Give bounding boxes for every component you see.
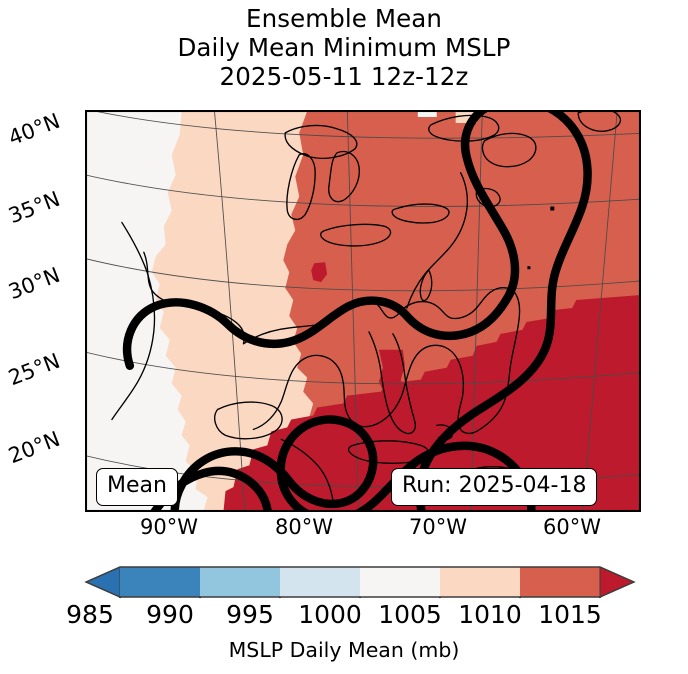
lon-tick-90W: 90°W	[140, 515, 198, 539]
coastline-east-seaboard	[406, 172, 469, 309]
lake-huron	[328, 150, 360, 203]
lat-tick-35N: 35°N	[5, 186, 64, 229]
parallel-25N	[86, 351, 640, 385]
meridian-90W	[213, 111, 246, 511]
colorbar-band-995-1000	[280, 567, 360, 597]
lon-tick-80W: 80°W	[275, 515, 333, 539]
region-patch-white-north	[417, 111, 437, 117]
colorbar-band-1000-1005	[360, 567, 440, 597]
colorbar-title: MSLP Daily Mean (mb)	[228, 638, 460, 662]
region-over-1015-florida	[378, 349, 405, 432]
coastline-yucatan	[214, 401, 283, 440]
colorbar-tick-995: 995	[226, 600, 274, 629]
colorbar-tick-1005: 1005	[378, 600, 442, 629]
title-line-3: 2025-05-11 12z-12z	[219, 62, 469, 91]
coastline-central-america	[280, 438, 334, 502]
island-dot-2	[527, 266, 531, 270]
colorbar-band-1010-1015	[520, 567, 600, 597]
parallel-40N	[92, 111, 640, 139]
parallel-35N	[86, 174, 640, 207]
lake-michigan	[286, 153, 316, 221]
colorbar-band-990-995	[200, 567, 280, 597]
mean-label-box: Mean	[96, 468, 178, 506]
coastline-newfoundland	[577, 111, 622, 132]
lat-tick-40N: 40°N	[5, 108, 64, 151]
colorbar[interactable]	[50, 566, 638, 598]
lake-ontario	[391, 203, 450, 224]
lat-tick-20N: 20°N	[5, 426, 64, 469]
title-line-2: Daily Mean Minimum MSLP	[177, 33, 511, 62]
colorbar-extend-under	[84, 566, 121, 598]
lake-superior	[284, 124, 358, 159]
coastline-nova-scotia	[481, 132, 537, 168]
colorbar-tick-1015: 1015	[538, 600, 602, 629]
title-line-1: Ensemble Mean	[246, 4, 442, 33]
colorbar-tick-985: 985	[66, 600, 114, 629]
lat-tick-25N: 25°N	[5, 348, 64, 391]
bermuda-dot	[550, 206, 555, 211]
colorbar-tick-990: 990	[146, 600, 194, 629]
colorbar-tick-1000: 1000	[298, 600, 362, 629]
colorbar-band-985-990	[120, 567, 200, 597]
coastline-stlawrence	[428, 114, 500, 142]
page-title: Ensemble Mean Daily Mean Minimum MSLP 20…	[0, 4, 688, 91]
lake-erie	[319, 223, 392, 247]
coastline-capecod	[475, 187, 501, 208]
map-svg	[86, 111, 640, 511]
colorbar-band-1005-1010	[440, 567, 520, 597]
colorbar-svg	[84, 566, 636, 598]
coastline-mexico-east	[111, 221, 156, 421]
map-border	[86, 111, 640, 511]
lon-tick-70W: 70°W	[409, 515, 467, 539]
map-plot-area[interactable]	[85, 110, 641, 512]
lat-tick-30N: 30°N	[5, 262, 64, 305]
lon-tick-60W: 60°W	[543, 515, 601, 539]
mslp-contour-line	[122, 111, 592, 511]
meridian-70W	[470, 111, 483, 511]
region-over-1015-interior-patch	[311, 262, 328, 283]
colorbar-extend-over	[599, 566, 636, 598]
coastline-florida	[368, 331, 416, 435]
region-over-1015-atlantic	[223, 295, 640, 511]
colorbar-tick-1010: 1010	[458, 600, 522, 629]
coastline-chesapeake	[419, 269, 433, 302]
run-label-box: Run: 2025-04-18	[391, 468, 598, 506]
